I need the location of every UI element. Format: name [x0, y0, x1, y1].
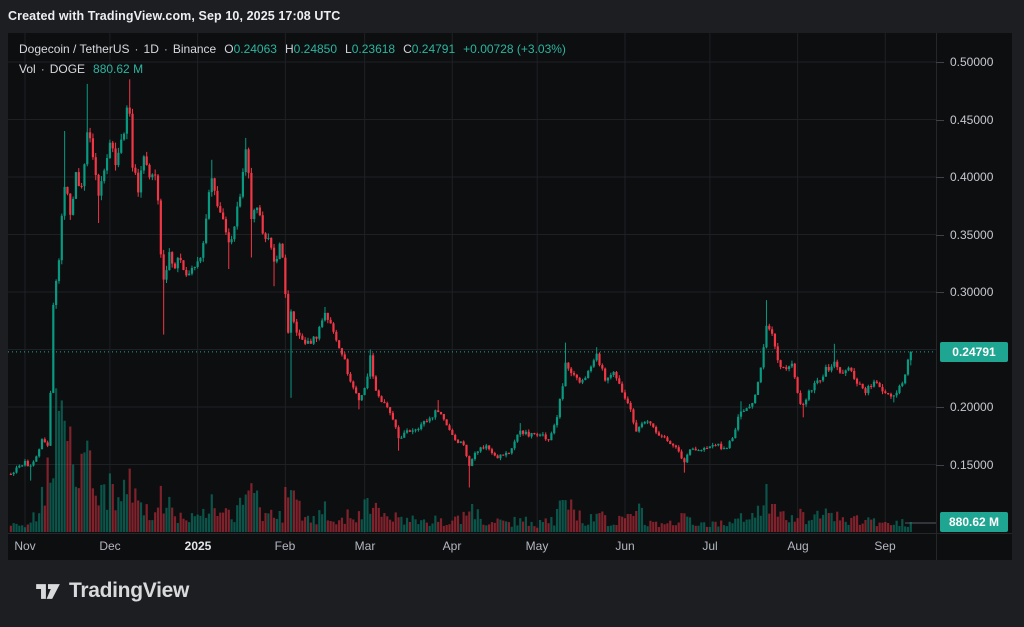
price-axis-tick	[936, 62, 944, 63]
price-axis-tick	[936, 292, 944, 293]
symbol-row: Dogecoin / TetherUS · 1D · Binance O0.24063 H0…	[19, 39, 566, 59]
tradingview-logo-text: TradingView	[69, 579, 190, 602]
time-axis-label: May	[525, 539, 549, 553]
time-axis-label: Jun	[615, 539, 635, 553]
high-label: H	[284, 42, 294, 56]
interval-label: 1D	[143, 42, 159, 56]
time-axis-label: Sep	[874, 539, 896, 553]
high-value: 0.24850	[293, 42, 338, 56]
time-axis-label: Nov	[14, 539, 36, 553]
time-axis-label: Apr	[442, 539, 462, 553]
credit-text: Created with TradingView.com, Sep 10, 20…	[8, 9, 341, 23]
last-price-badge: 0.24791	[940, 342, 1008, 362]
price-axis-tick	[936, 235, 944, 236]
gridlines	[8, 33, 936, 533]
price-axis-tick	[936, 407, 944, 408]
price-axis-label: 0.20000	[950, 400, 994, 414]
price-axis-label: 0.35000	[950, 228, 994, 242]
tradingview-logo[interactable]: TradingView	[36, 576, 189, 606]
open-value: 0.24063	[233, 42, 277, 56]
change-value: +0.00728 (+3.03%)	[463, 42, 566, 56]
price-axis-label: 0.50000	[950, 55, 994, 69]
separator-dot: ·	[134, 42, 139, 56]
price-axis-label: 0.15000	[950, 458, 994, 472]
separator-dot: ·	[163, 42, 168, 56]
time-axis-label: 2025	[184, 539, 212, 553]
price-axis-label: 0.30000	[950, 285, 994, 299]
price-axis-label: 0.45000	[950, 113, 994, 127]
volume-row: Vol · DOGE 880.62 M	[19, 59, 566, 79]
separator-dot: ·	[40, 62, 45, 76]
time-axis-label: Dec	[99, 539, 121, 553]
volume-symbol: DOGE	[49, 62, 86, 76]
volume-bars	[9, 388, 912, 533]
chart-legend: Dogecoin / TetherUS · 1D · Binance O0.24063 H0…	[19, 39, 566, 79]
open-label: O	[224, 42, 234, 56]
candles	[9, 79, 912, 488]
last-volume-badge: 880.62 M	[940, 512, 1008, 532]
tradingview-logo-icon	[36, 580, 60, 603]
price-axis-tick	[936, 465, 944, 466]
low-label: L	[345, 42, 352, 56]
time-axis-label: Mar	[354, 539, 376, 553]
time-axis-separator	[8, 533, 1012, 534]
time-axis-label: Aug	[787, 539, 809, 553]
price-axis-label: 0.40000	[950, 170, 994, 184]
volume-value: 880.62 M	[93, 62, 144, 76]
symbol-title: Dogecoin / TetherUS	[19, 42, 130, 56]
low-value: 0.23618	[351, 42, 396, 56]
price-axis-tick	[936, 120, 944, 121]
chart-panel: Dogecoin / TetherUS · 1D · Binance O0.24063 H0…	[8, 33, 1012, 560]
exchange-label: Binance	[172, 42, 217, 56]
close-value: 0.24791	[411, 42, 456, 56]
time-axis-label: Feb	[274, 539, 296, 553]
volume-label: Vol	[19, 62, 36, 76]
price-axis-separator	[936, 33, 937, 560]
close-label: C	[403, 42, 412, 56]
candlestick-plot[interactable]	[8, 33, 936, 533]
price-axis[interactable]: 0.24791 880.62 M 0.50000 0.45000 0.40000 0.…	[936, 33, 1012, 560]
time-axis-label: Jul	[702, 539, 718, 553]
price-axis-tick	[936, 177, 944, 178]
time-axis[interactable]: Nov Dec 2025 Feb Mar Apr May Jun Jul Aug Sep	[8, 533, 936, 560]
